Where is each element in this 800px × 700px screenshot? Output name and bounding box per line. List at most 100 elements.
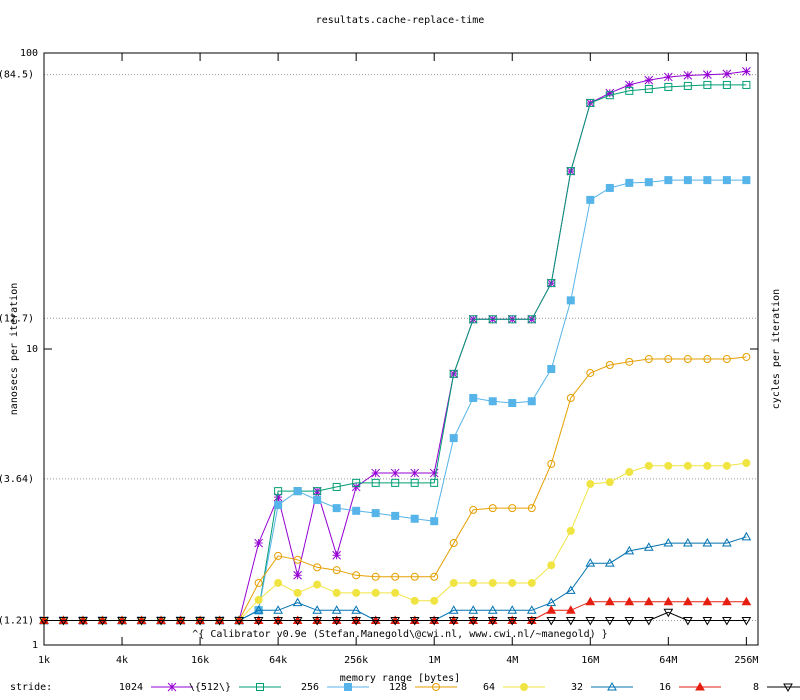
point xyxy=(703,176,712,185)
point xyxy=(585,616,596,626)
chart-title: resultats.cache-replace-time xyxy=(316,15,485,26)
point xyxy=(703,461,712,470)
point xyxy=(664,355,673,364)
point xyxy=(78,616,88,626)
level-label: (12.7) xyxy=(0,313,34,324)
point xyxy=(585,558,596,567)
point xyxy=(273,492,283,502)
point xyxy=(742,176,751,185)
point xyxy=(234,616,244,626)
point xyxy=(722,596,732,606)
point xyxy=(722,80,731,89)
point xyxy=(585,596,596,606)
x-tick-label: 4M xyxy=(506,655,518,666)
point xyxy=(605,360,614,369)
point xyxy=(683,461,692,470)
point xyxy=(643,596,654,606)
point xyxy=(429,616,440,626)
point xyxy=(332,566,341,575)
series-line xyxy=(44,611,747,621)
y-tick-label: 1 xyxy=(32,640,38,651)
point xyxy=(313,487,322,496)
point xyxy=(624,545,635,555)
point xyxy=(175,616,186,626)
point xyxy=(644,461,653,470)
point xyxy=(722,355,731,364)
point xyxy=(391,478,400,487)
point xyxy=(508,578,517,587)
point xyxy=(352,478,361,487)
point xyxy=(331,616,342,626)
point xyxy=(58,616,69,626)
point xyxy=(332,504,341,513)
point xyxy=(371,572,380,581)
point xyxy=(254,578,263,587)
legend-marker xyxy=(607,681,617,691)
point xyxy=(370,616,381,626)
point xyxy=(352,571,361,580)
point xyxy=(742,458,751,467)
point xyxy=(643,616,654,626)
point xyxy=(430,478,439,487)
level-label: (84.5) xyxy=(0,70,34,81)
point xyxy=(273,616,283,626)
point xyxy=(722,461,731,470)
point xyxy=(488,578,497,587)
point xyxy=(410,572,419,581)
point xyxy=(702,538,713,547)
point xyxy=(586,479,595,488)
point xyxy=(741,531,752,541)
point xyxy=(605,183,614,192)
x-tick-label: 1M xyxy=(428,655,440,666)
point xyxy=(547,459,556,468)
point xyxy=(332,550,342,560)
legend-marker xyxy=(783,683,793,693)
point xyxy=(565,585,576,594)
point xyxy=(293,487,302,496)
point xyxy=(526,616,537,626)
point xyxy=(624,596,635,606)
point xyxy=(274,501,283,510)
point xyxy=(292,616,303,626)
point xyxy=(507,616,518,626)
point xyxy=(97,616,108,626)
y-tick-label: 100 xyxy=(20,48,38,59)
point xyxy=(565,616,576,626)
point xyxy=(469,505,478,514)
point xyxy=(293,555,302,564)
point xyxy=(430,596,439,605)
point xyxy=(332,482,341,491)
legend-label: 16 xyxy=(659,682,671,693)
point xyxy=(526,605,537,614)
point xyxy=(663,608,674,618)
plot-frame xyxy=(43,52,759,646)
point xyxy=(703,80,712,89)
point xyxy=(469,315,478,324)
point xyxy=(312,605,323,614)
point xyxy=(527,578,536,587)
point xyxy=(449,539,458,548)
y2-axis-label: cycles per iteration xyxy=(771,289,782,409)
point xyxy=(682,538,693,547)
point xyxy=(449,369,458,378)
x-tick-label: 4k xyxy=(116,655,128,666)
legend-marker xyxy=(695,681,705,691)
point xyxy=(742,352,751,361)
point xyxy=(741,596,752,606)
point xyxy=(644,355,653,364)
point xyxy=(449,578,458,587)
point xyxy=(722,69,732,79)
point xyxy=(604,596,615,606)
legend-label: 1024 xyxy=(119,682,143,693)
point xyxy=(742,80,751,89)
point xyxy=(625,178,634,187)
point xyxy=(274,487,283,496)
point xyxy=(391,572,400,581)
legend-marker xyxy=(167,682,177,692)
point xyxy=(312,616,323,626)
point xyxy=(487,616,498,626)
point xyxy=(643,542,654,551)
x-tick-label: 1k xyxy=(38,655,50,666)
point xyxy=(703,355,712,364)
